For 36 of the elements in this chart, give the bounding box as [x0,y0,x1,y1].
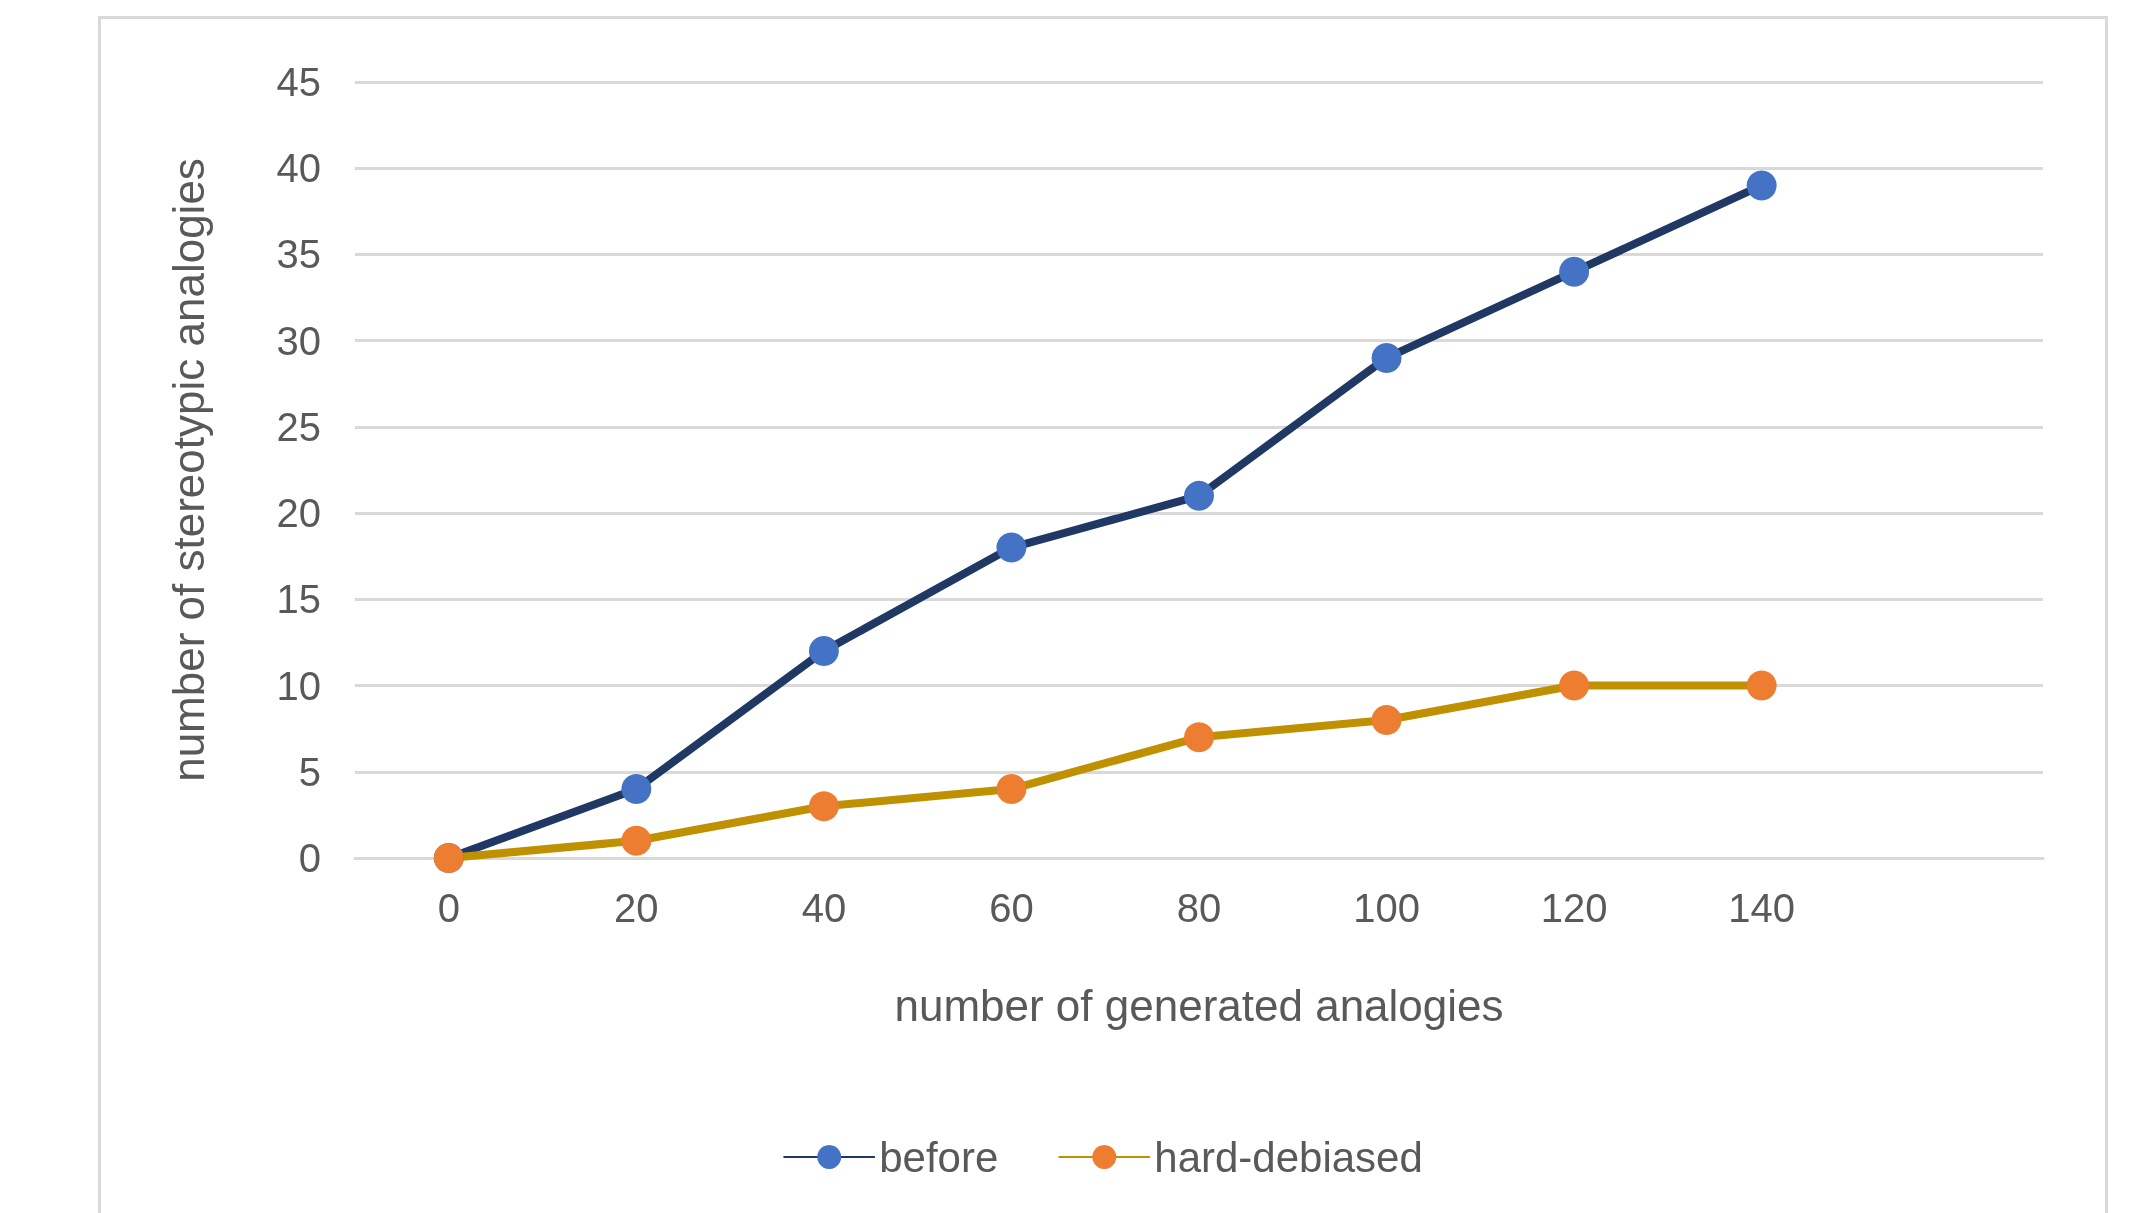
point [996,774,1027,805]
point [1184,480,1214,511]
y-tick-label: 5 [298,749,321,794]
x-axis-title: number of generated analogies [894,980,1504,1030]
legend-label: hard-debiased [1154,1133,1423,1181]
point [621,774,652,805]
y-tick-label: 10 [276,663,321,708]
x-tick-label: 100 [1353,886,1420,930]
point [1746,670,1777,701]
y-tick-label: 15 [276,577,321,622]
point [1746,170,1777,201]
x-tick-label: 120 [1540,886,1608,930]
x-tick-label: 60 [989,886,1034,930]
point [1559,670,1590,701]
legend-label: before [879,1133,999,1181]
point [621,825,652,856]
point [808,791,839,822]
y-axis-title: number of stereotypic analogies [163,158,213,782]
y-tick-label: 30 [276,318,321,363]
x-tick-label: 0 [437,886,460,930]
x-tick-label: 40 [801,886,847,930]
y-tick-label: 45 [276,60,321,104]
x-tick-label: 80 [1176,886,1222,930]
point [1559,256,1590,287]
y-tick-label: 40 [276,146,321,191]
x-tick-label: 20 [614,886,659,930]
y-tick-label: 0 [298,836,321,880]
point [996,532,1027,563]
point [1371,342,1402,373]
y-tick-label: 25 [276,404,321,449]
point [1184,722,1214,753]
point [1371,705,1402,736]
y-tick-label: 35 [276,232,321,277]
point [808,636,839,667]
x-tick-label: 140 [1728,886,1796,930]
y-tick-label: 20 [276,491,321,536]
